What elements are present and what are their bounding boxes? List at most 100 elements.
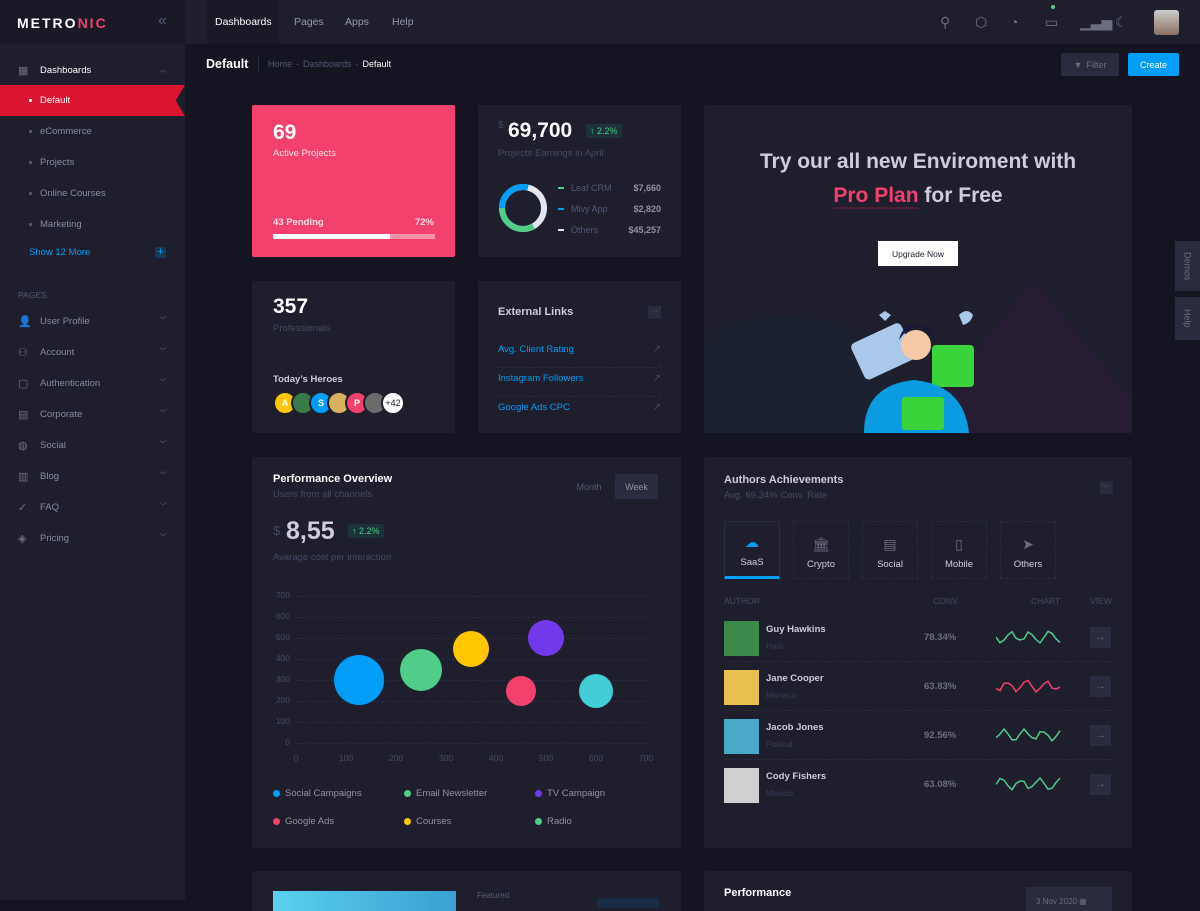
- breadcrumb-home[interactable]: Home: [268, 59, 293, 69]
- heroes-label: Today’s Heroes: [273, 374, 343, 385]
- sidebar-item-online-courses[interactable]: Online Courses: [0, 178, 185, 209]
- sidebar-item-projects[interactable]: Projects: [0, 147, 185, 178]
- sidebar-item-default[interactable]: Default: [0, 85, 185, 116]
- table-row: Cody Fishers Mexico 63.08% →: [724, 760, 1112, 809]
- user-avatar[interactable]: [1154, 10, 1179, 35]
- tab-month[interactable]: Month: [576, 481, 602, 492]
- card-subtitle: Avg. 69.34% Conv. Rate: [724, 490, 828, 501]
- external-link[interactable]: Avg. Client Rating ↗: [498, 339, 661, 368]
- more-heroes-badge[interactable]: +42: [381, 391, 405, 415]
- tab-others[interactable]: ➤ Others: [1000, 521, 1056, 579]
- legend-item[interactable]: TV Campaign: [535, 788, 605, 799]
- sidebar-item-pricing[interactable]: ◈ Pricing ﹀: [0, 523, 185, 554]
- search-icon[interactable]: ⚲: [940, 14, 951, 30]
- tab-apps[interactable]: Apps: [345, 16, 369, 28]
- author-name[interactable]: Jacob Jones: [766, 722, 824, 733]
- sidebar-item-label: Online Courses: [40, 188, 106, 199]
- logo[interactable]: METRONIC: [17, 15, 108, 31]
- bubble-social-campaigns[interactable]: [333, 655, 384, 705]
- arrow-right-icon: →: [1095, 730, 1106, 741]
- note-icon: ▢: [18, 378, 29, 390]
- caption: Avarage cost per interaction: [273, 552, 392, 563]
- active-projects-value: 69: [273, 121, 297, 144]
- sidebar-item-marketing[interactable]: Marketing: [0, 209, 185, 240]
- sidebar-item-user-profile[interactable]: 👤 User Profile ﹀: [0, 306, 185, 337]
- tab-help[interactable]: Help: [392, 16, 414, 28]
- sidebar-item-authentication[interactable]: ▢ Authentication ﹀: [0, 368, 185, 399]
- breadcrumb-dashboards[interactable]: Dashboards: [303, 59, 352, 69]
- sidebar-item-account[interactable]: ⚇ Account ﹀: [0, 337, 185, 368]
- help-tab[interactable]: Help: [1175, 297, 1200, 340]
- conversion-rate: 63.83%: [924, 681, 957, 692]
- growth-badge: ↑ 2.2%: [348, 524, 384, 538]
- author-avatar: [724, 768, 759, 803]
- bubble-google-ads[interactable]: [506, 675, 536, 706]
- tab-pages[interactable]: Pages: [294, 16, 324, 28]
- percent-label: 72%: [414, 217, 434, 228]
- author-name[interactable]: Cody Fishers: [766, 771, 827, 782]
- sparkline: [996, 630, 1061, 645]
- collapse-sidebar-icon[interactable]: «: [158, 12, 167, 29]
- demos-tab[interactable]: Demos: [1175, 241, 1200, 291]
- legend-item[interactable]: Courses: [404, 816, 451, 827]
- create-button[interactable]: Create: [1128, 53, 1179, 76]
- donut-chart: [499, 184, 547, 232]
- bubble-tv-campaign[interactable]: [528, 620, 564, 656]
- filter-button[interactable]: ▼ Filter: [1061, 53, 1119, 76]
- chevron-up-icon: ︿: [159, 65, 167, 74]
- x-tick-label: 500: [538, 753, 554, 763]
- sidebar-item-social[interactable]: ◍ Social ﹀: [0, 430, 185, 461]
- tab-crypto[interactable]: 🏛 Crypto: [793, 521, 849, 579]
- view-button[interactable]: →: [1090, 774, 1111, 795]
- date-picker[interactable]: 3 Nov 2020 ▦: [1026, 887, 1112, 911]
- sidebar-item-blog[interactable]: ▥ Blog ﹀: [0, 461, 185, 492]
- chat-icon[interactable]: ▭: [1045, 14, 1059, 30]
- view-button[interactable]: →: [1090, 627, 1111, 648]
- tab-social[interactable]: ▤ Social: [862, 521, 918, 579]
- legend-item[interactable]: Email Newsletter: [404, 788, 487, 799]
- tab-week[interactable]: Week: [615, 474, 658, 499]
- legend-item[interactable]: Radio: [535, 816, 572, 827]
- moon-icon[interactable]: ☾: [1115, 14, 1128, 30]
- arrow-right-icon: →: [1095, 681, 1106, 692]
- view-button[interactable]: →: [1090, 676, 1111, 697]
- bubble-email-newsletter[interactable]: [400, 648, 442, 691]
- sidebar-item-corporate[interactable]: ▤ Corporate ﹀: [0, 399, 185, 430]
- external-link[interactable]: Google Ads CPC ↗: [498, 397, 661, 426]
- bank-icon: 🏛: [812, 536, 830, 552]
- bubble-radio[interactable]: [579, 673, 613, 708]
- earnings-item: Mivy App $2,820: [558, 204, 661, 214]
- x-tick-label: 0: [293, 753, 299, 763]
- chart-bar-icon[interactable]: ▁▃▅: [1080, 14, 1113, 30]
- upgrade-now-button[interactable]: Upgrade Now: [878, 241, 958, 266]
- more-options-icon[interactable]: ···: [1100, 481, 1113, 494]
- arrow-right-icon: →: [1095, 632, 1106, 643]
- view-button[interactable]: →: [1090, 725, 1111, 746]
- external-link-icon: ↗: [652, 344, 661, 355]
- chevron-down-icon: ﹀: [159, 440, 167, 449]
- author-name[interactable]: Guy Hawkins: [766, 624, 826, 635]
- sidebar-item-faq[interactable]: ✓ FAQ ﹀: [0, 492, 185, 523]
- author-country: Poland: [766, 739, 793, 749]
- notification-icon[interactable]: ◔: [1010, 14, 1019, 30]
- professionals-value: 357: [273, 295, 309, 318]
- tab-mobile[interactable]: ▯ Mobile: [931, 521, 987, 579]
- tab-dashboards[interactable]: Dashboards: [207, 0, 279, 44]
- cube-icon[interactable]: ⬡: [975, 14, 988, 30]
- active-projects-card: 69 Active Projects 43 Pending 72%: [252, 105, 455, 257]
- bubble-courses[interactable]: [453, 630, 489, 667]
- sidebar-item-dashboards[interactable]: ▦ Dashboards ︿: [0, 55, 185, 86]
- bubble-chart: 700 600 500 400 300 200 100 0 0 100 200 300 400 500 60…: [252, 457, 681, 848]
- more-options-icon[interactable]: ···: [648, 306, 661, 319]
- legend-item[interactable]: Social Campaigns: [273, 788, 362, 799]
- external-link[interactable]: Instagram Followers ↗: [498, 368, 661, 397]
- show-more-link[interactable]: Show 12 More: [29, 247, 91, 258]
- author-avatar: [724, 719, 759, 754]
- tab-saas[interactable]: ☁ SaaS: [724, 521, 780, 579]
- plus-icon[interactable]: +: [155, 247, 166, 258]
- pending-label: 43 Pending: [273, 217, 324, 228]
- author-name[interactable]: Jane Cooper: [766, 673, 824, 684]
- page-title: Default: [206, 57, 249, 71]
- legend-item[interactable]: Google Ads: [273, 816, 334, 827]
- sidebar-item-ecommerce[interactable]: eCommerce: [0, 116, 185, 147]
